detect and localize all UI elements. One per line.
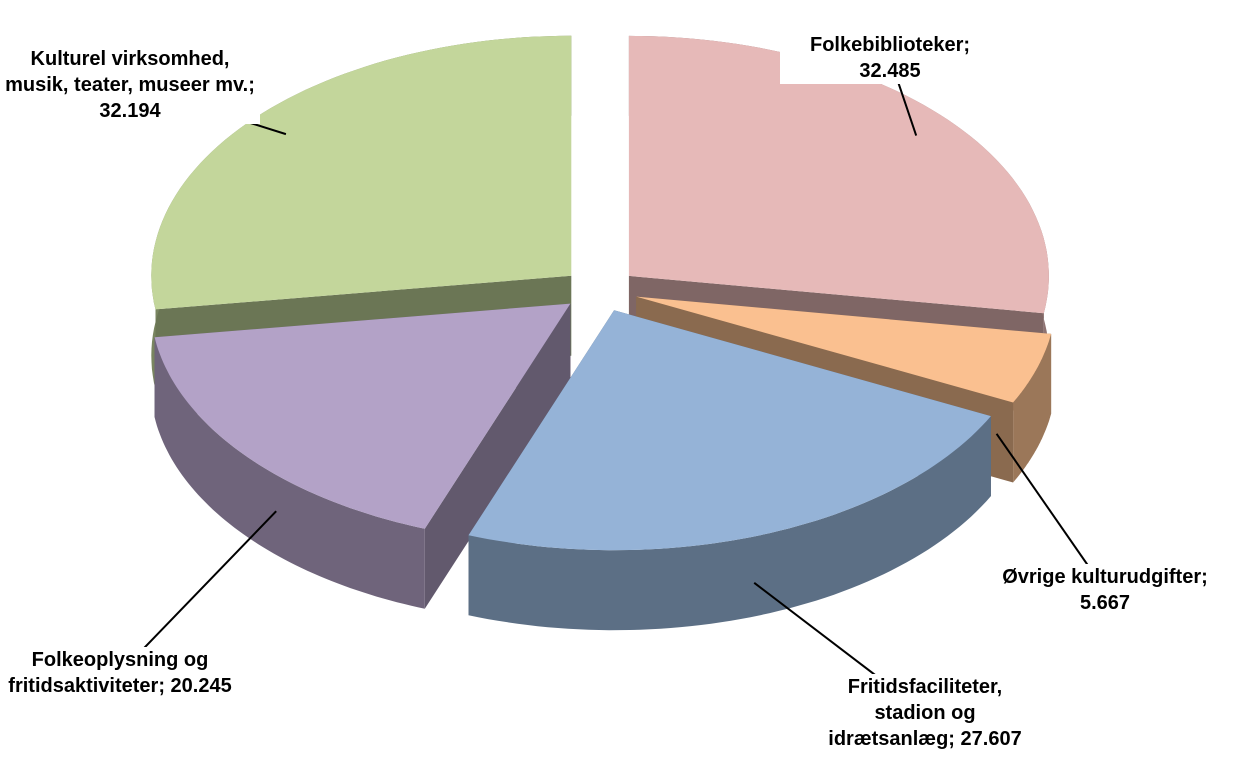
- slice-wall: [154, 337, 425, 609]
- slice-top: [468, 310, 991, 551]
- slice-wall: [1013, 333, 1052, 483]
- slice-top: [154, 303, 571, 529]
- slice-wall: [468, 416, 991, 631]
- slice-top: [636, 296, 1052, 403]
- slice: [154, 303, 571, 609]
- data-label: Øvrige kulturudgifter; 5.667: [985, 564, 1225, 616]
- data-label: Kulturel virksomhed, musik, teater, muse…: [0, 46, 260, 124]
- data-label: Fritidsfaciliteter, stadion og idrætsanl…: [810, 674, 1040, 752]
- slice-top: [151, 35, 572, 310]
- slice-side: [424, 303, 571, 609]
- slice: [468, 310, 991, 631]
- data-label: Folkeoplysning og fritidsaktiviteter; 20…: [0, 647, 240, 699]
- leader-line: [995, 433, 1106, 591]
- leader-line: [119, 510, 277, 674]
- data-label: Folkebiblioteker; 32.485: [780, 32, 1000, 84]
- slice-top: [628, 35, 1049, 314]
